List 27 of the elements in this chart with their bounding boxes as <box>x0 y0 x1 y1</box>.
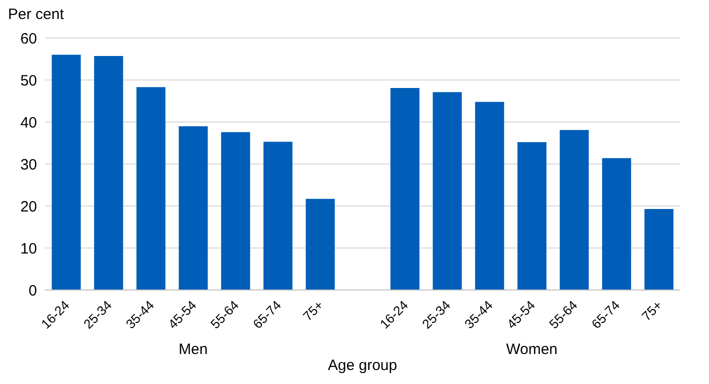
y-tick-label: 10 <box>20 240 37 258</box>
y-tick-label: 0 <box>28 282 37 300</box>
text: Women <box>505 341 559 358</box>
bar <box>517 142 546 290</box>
y-tick-label: 20 <box>20 198 37 216</box>
bar <box>390 88 420 290</box>
bar <box>432 92 462 290</box>
x-tick-label: 75+ <box>638 298 665 324</box>
bar <box>52 54 81 290</box>
y-tick-label: 50 <box>20 72 37 90</box>
y-tick-label: 60 <box>20 30 37 48</box>
bar <box>178 126 208 290</box>
y-tick-label: 30 <box>20 156 37 174</box>
text: Men <box>178 341 209 358</box>
x-tick-label: 75+ <box>300 298 326 324</box>
bar <box>560 130 589 290</box>
bar <box>221 132 250 290</box>
y-tick-label: 40 <box>20 114 37 132</box>
y-axis-title: Per cent <box>8 6 64 23</box>
x-axis-title: Age group <box>326 357 398 374</box>
bar <box>306 198 335 290</box>
bar <box>644 208 674 290</box>
bar <box>94 56 124 290</box>
bar <box>263 142 292 290</box>
bar <box>475 102 504 290</box>
bar <box>602 158 632 290</box>
bar <box>136 87 166 290</box>
